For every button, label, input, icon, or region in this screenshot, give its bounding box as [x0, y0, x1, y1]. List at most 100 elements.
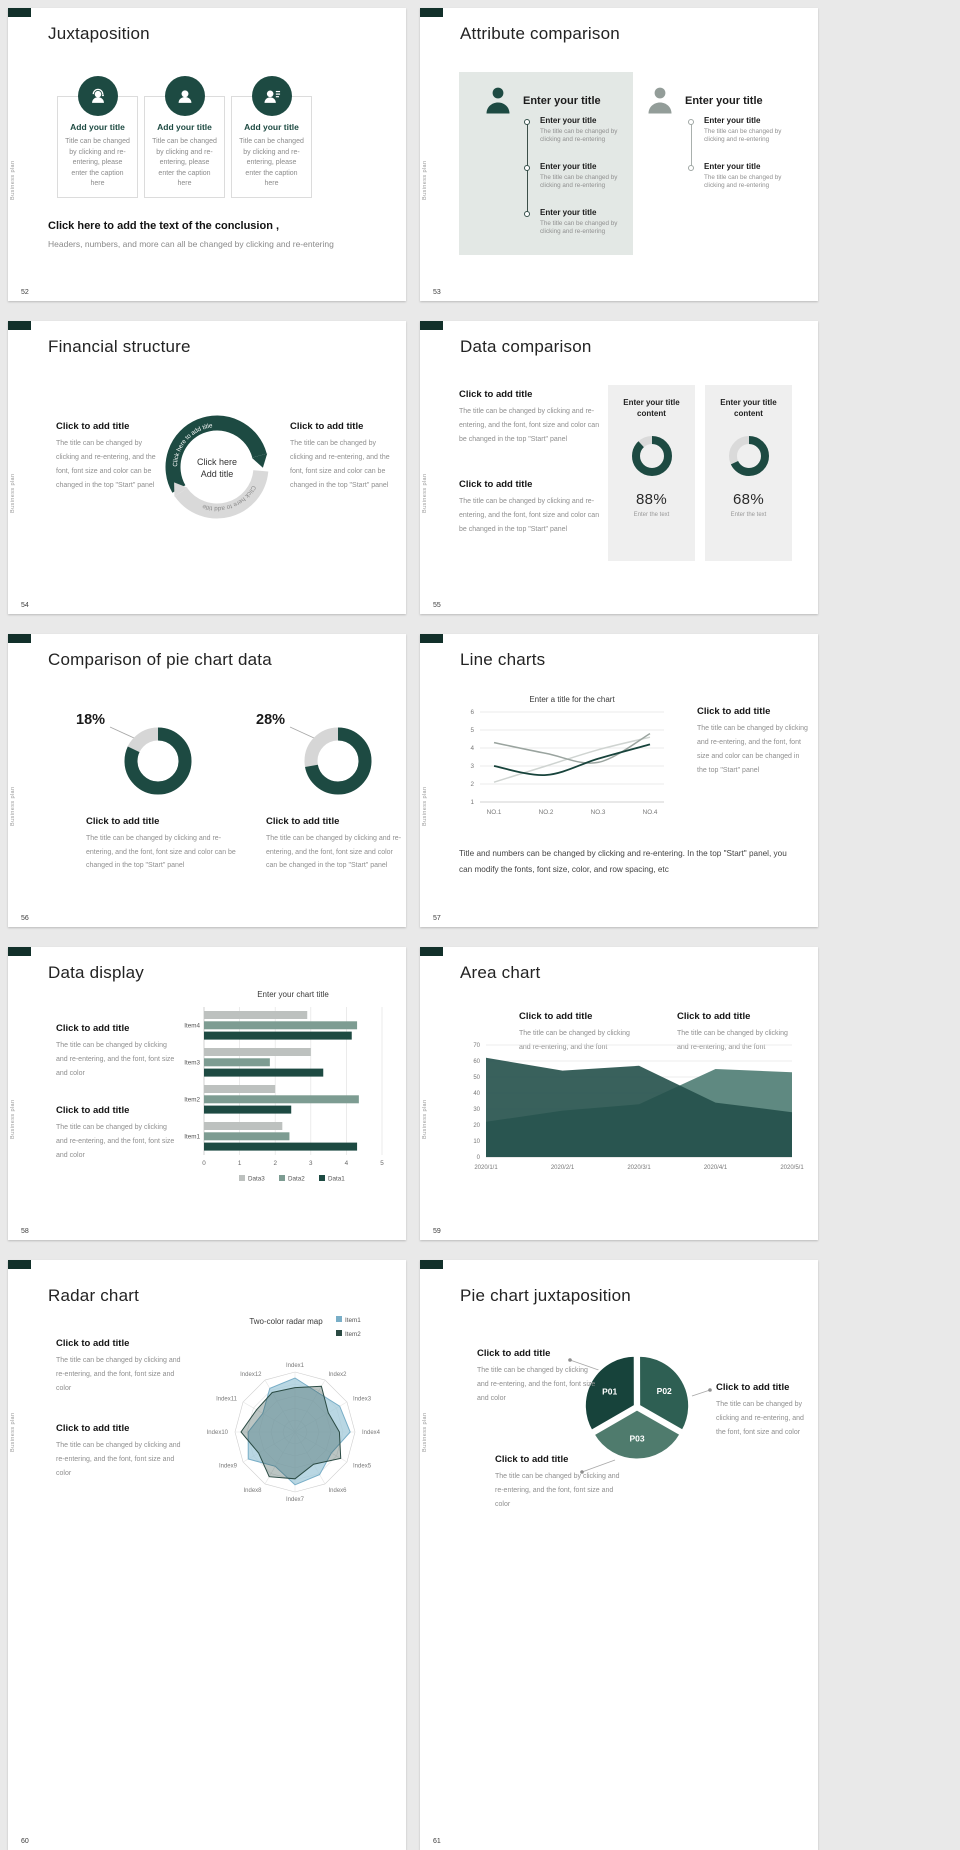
- panel-header: Enter your title: [685, 95, 763, 107]
- comparison-panel-left: Enter your title Enter your title The ti…: [459, 72, 633, 255]
- block-heading: Click to add title: [290, 421, 364, 432]
- slide-thumbnail-57[interactable]: Business plan Line charts Enter a title …: [420, 634, 818, 927]
- block-heading: Click to add title: [716, 1382, 790, 1393]
- item-caption: The title can be changed by clicking and…: [540, 173, 618, 189]
- percent-label: 18%: [76, 712, 106, 728]
- block-heading: Click to add title: [56, 1338, 130, 1349]
- svg-text:50: 50: [473, 1075, 480, 1081]
- vertical-label: Business plan: [422, 160, 428, 200]
- pointer-line: [109, 726, 135, 739]
- card-caption: Title can be changed by clicking and re-…: [239, 138, 304, 187]
- svg-text:Index5: Index5: [353, 1464, 372, 1470]
- block-heading: Click to add title: [266, 816, 340, 827]
- text-block: Click to add title The title can be chan…: [56, 1423, 188, 1481]
- text-block: Click to add title The title can be chan…: [86, 816, 238, 873]
- svg-text:30: 30: [473, 1107, 480, 1113]
- block-heading: Click to add title: [459, 479, 533, 490]
- slide-title: Comparison of pie chart data: [48, 650, 272, 669]
- stat-header: Enter your title content: [720, 398, 777, 419]
- slide-thumbnail-60[interactable]: Business plan Radar chart Click to add t…: [8, 1260, 406, 1850]
- pie-chart: P01 P02 P03: [583, 1354, 691, 1461]
- svg-text:0: 0: [202, 1160, 206, 1167]
- svg-text:2020/3/1: 2020/3/1: [627, 1165, 651, 1171]
- svg-text:Enter your chart title: Enter your chart title: [257, 990, 329, 999]
- text-block: Click to add title The title can be chan…: [519, 1011, 633, 1055]
- center-text-line2: Add title: [201, 469, 234, 479]
- slide-thumbnail-61[interactable]: Business plan Pie chart juxtaposition P0…: [420, 1260, 818, 1850]
- card-title: Add your title: [70, 122, 125, 132]
- feature-card: Add your title Title can be changed by c…: [231, 76, 312, 198]
- item-title: Enter your title: [704, 162, 761, 171]
- pointer-line: [289, 726, 315, 739]
- slide-title: Line charts: [460, 650, 546, 669]
- arc-text-bottom: Click here to add title: [201, 484, 257, 512]
- block-body: The title can be changed by clicking and…: [495, 1473, 620, 1508]
- slide-thumbnail-58[interactable]: Business plan Data display Click to add …: [8, 947, 406, 1240]
- item-caption: The title can be changed by clicking and…: [704, 173, 782, 189]
- svg-text:NO.2: NO.2: [539, 809, 554, 816]
- vertical-label: Business plan: [10, 160, 16, 200]
- svg-text:2: 2: [273, 1160, 277, 1167]
- feature-card: Add your title Title can be changed by c…: [57, 76, 138, 198]
- support-agent-icon: [77, 76, 118, 116]
- timeline-item: Enter your title The title can be change…: [540, 208, 628, 236]
- slide-thumbnail-54[interactable]: Business plan Financial structure Click …: [8, 321, 406, 614]
- vertical-label: Business plan: [422, 786, 428, 826]
- svg-text:Index8: Index8: [243, 1488, 262, 1494]
- svg-text:Index6: Index6: [329, 1488, 348, 1494]
- slide-thumbnail-52[interactable]: Business plan Juxtaposition Add your tit…: [8, 8, 406, 301]
- card-caption: Title can be changed by clicking and re-…: [65, 138, 130, 187]
- text-block: Click to add title The title can be chan…: [266, 816, 402, 873]
- center-text-line1: Click here: [197, 457, 237, 467]
- cycle-arrows-diagram: Click here to add title Click here to ad…: [165, 415, 269, 519]
- person-icon: [647, 85, 673, 120]
- bar-chart: Enter your chart title 0 1 2 3 4 5 Item4 Item3 It…: [184, 990, 384, 1183]
- conclusion-title: Click here to add the text of the conclu…: [48, 220, 280, 232]
- svg-text:Index11: Index11: [216, 1397, 238, 1403]
- timeline-item: Enter your title The title can be change…: [540, 162, 628, 190]
- svg-text:Data3: Data3: [248, 1176, 265, 1183]
- slide-title: Area chart: [460, 963, 541, 982]
- text-block: Click to add title The title can be chan…: [290, 421, 398, 493]
- slide-thumbnail-59[interactable]: Business plan Area chart Click to add ti…: [420, 947, 818, 1240]
- brand-tag: [8, 1260, 31, 1269]
- svg-text:NO.3: NO.3: [591, 809, 606, 816]
- item-title: Enter your title: [540, 162, 597, 171]
- slide-thumbnail-56[interactable]: Business plan Comparison of pie chart da…: [8, 634, 406, 927]
- card-title: Add your title: [244, 122, 299, 132]
- slide-thumbnail-53[interactable]: Business plan Attribute comparison Enter…: [420, 8, 818, 301]
- svg-text:20: 20: [473, 1123, 480, 1129]
- svg-text:Item1: Item1: [184, 1134, 200, 1141]
- block-body: The title can be changed by clicking and…: [56, 1357, 181, 1392]
- svg-text:Index9: Index9: [219, 1464, 238, 1470]
- svg-text:Index10: Index10: [207, 1430, 229, 1436]
- svg-text:Index1: Index1: [286, 1363, 305, 1369]
- svg-text:6: 6: [470, 709, 474, 716]
- brand-tag: [8, 8, 31, 17]
- slide-number: 54: [21, 602, 29, 609]
- svg-text:Two-color radar map: Two-color radar map: [249, 1317, 323, 1326]
- slide-number: 52: [21, 289, 29, 296]
- slide-number: 53: [433, 289, 441, 296]
- brand-tag: [420, 1260, 443, 1269]
- svg-text:Click here to add title: Click here to add title: [201, 484, 257, 512]
- timeline-item: Enter your title The title can be change…: [540, 116, 628, 144]
- donut-chart-28: [304, 727, 372, 795]
- text-block: Click to add title The title can be chan…: [56, 1338, 188, 1396]
- svg-text:5: 5: [470, 727, 474, 734]
- stat-header: Enter your title content: [623, 398, 680, 419]
- svg-text:2020/4/1: 2020/4/1: [704, 1165, 728, 1171]
- timeline-node: [687, 118, 695, 126]
- text-block: Click to add title The title can be chan…: [56, 1023, 180, 1081]
- stat-value: 88%: [636, 491, 667, 509]
- vertical-label: Business plan: [422, 473, 428, 513]
- stat-card: Enter your title content 68% Enter the t…: [705, 385, 792, 561]
- block-heading: Click to add title: [56, 1023, 130, 1034]
- donut-chart-18: [124, 727, 192, 795]
- text-block: Click to add title The title can be chan…: [459, 479, 601, 537]
- slide-thumbnail-55[interactable]: Business plan Data comparison Click to a…: [420, 321, 818, 614]
- svg-text:Data1: Data1: [328, 1176, 345, 1183]
- percent-label: 28%: [256, 712, 286, 728]
- svg-text:P02: P02: [657, 1386, 672, 1396]
- text-block: Click to add title The title can be chan…: [677, 1011, 791, 1055]
